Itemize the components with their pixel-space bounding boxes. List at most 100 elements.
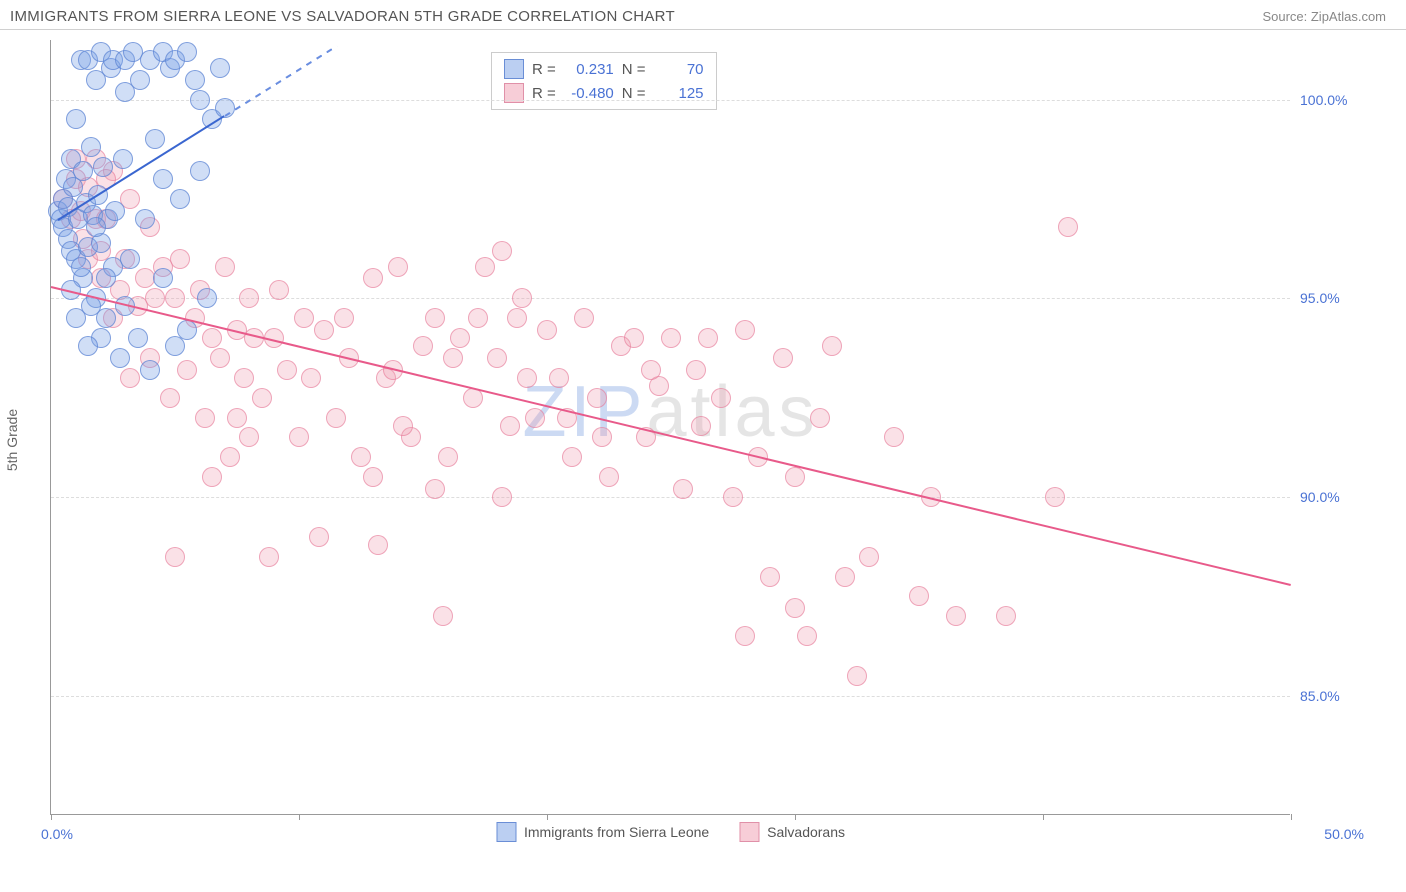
n-value-blue: 70 [654,61,704,78]
data-point [691,416,711,436]
data-point [512,288,532,308]
data-point [259,547,279,567]
data-point [177,360,197,380]
x-tick [51,814,52,820]
data-point [525,408,545,428]
r-label: R = [532,61,556,78]
data-point [120,249,140,269]
data-point [1045,487,1065,507]
data-point [96,268,116,288]
data-point [641,360,661,380]
data-point [93,157,113,177]
gridline [51,298,1290,299]
data-point [507,308,527,328]
data-point [185,70,205,90]
data-point [368,535,388,555]
data-point [686,360,706,380]
data-point [468,308,488,328]
data-point [723,487,743,507]
data-point [71,257,91,277]
data-point [760,567,780,587]
data-point [145,129,165,149]
data-point [735,320,755,340]
data-point [492,241,512,261]
data-point [239,288,259,308]
data-point [363,467,383,487]
legend-item-pink: Salvadorans [739,822,845,842]
data-point [215,257,235,277]
x-tick [547,814,548,820]
header-bar: IMMIGRANTS FROM SIERRA LEONE VS SALVADOR… [0,0,1406,30]
data-point [773,348,793,368]
data-point [120,368,140,388]
data-point [81,137,101,157]
chart-container: 5th Grade ZIPatlas R = 0.231 N = 70 R = … [0,30,1406,850]
data-point [202,467,222,487]
data-point [252,388,272,408]
data-point [443,348,463,368]
data-point [86,217,106,237]
data-point [153,268,173,288]
data-point [673,479,693,499]
data-point [487,348,507,368]
source-label: Source: ZipAtlas.com [1262,9,1386,24]
data-point [165,288,185,308]
data-point [135,209,155,229]
data-point [785,467,805,487]
data-point [475,257,495,277]
y-tick-label: 85.0% [1300,688,1360,704]
data-point [73,161,93,181]
y-tick-label: 95.0% [1300,290,1360,306]
data-point [326,408,346,428]
data-point [500,416,520,436]
data-point [433,606,453,626]
data-point [425,479,445,499]
chart-title: IMMIGRANTS FROM SIERRA LEONE VS SALVADOR… [10,8,675,25]
data-point [413,336,433,356]
swatch-blue [496,822,516,842]
data-point [202,328,222,348]
swatch-pink [739,822,759,842]
n-label: N = [622,61,646,78]
data-point [210,58,230,78]
data-point [110,348,130,368]
series-legend: Immigrants from Sierra Leone Salvadorans [496,822,845,842]
data-point [698,328,718,348]
data-point [785,598,805,618]
data-point [277,360,297,380]
gridline [51,497,1290,498]
data-point [153,169,173,189]
legend-row-pink: R = -0.480 N = 125 [504,81,704,105]
data-point [624,328,644,348]
legend-row-blue: R = 0.231 N = 70 [504,57,704,81]
data-point [946,606,966,626]
data-point [847,666,867,686]
data-point [113,149,133,169]
data-point [294,308,314,328]
data-point [227,408,247,428]
data-point [309,527,329,547]
data-point [351,447,371,467]
series-name-pink: Salvadorans [767,824,845,840]
data-point [363,268,383,288]
swatch-blue [504,59,524,79]
x-min-label: 0.0% [41,826,73,842]
y-tick-label: 90.0% [1300,489,1360,505]
y-axis-label: 5th Grade [4,409,20,471]
data-point [78,336,98,356]
data-point [599,467,619,487]
data-point [170,249,190,269]
data-point [425,308,445,328]
data-point [537,320,557,340]
data-point [587,388,607,408]
series-name-blue: Immigrants from Sierra Leone [524,824,709,840]
data-point [797,626,817,646]
x-tick [1043,814,1044,820]
data-point [195,408,215,428]
data-point [884,427,904,447]
data-point [661,328,681,348]
data-point [562,447,582,467]
data-point [450,328,470,348]
data-point [822,336,842,356]
data-point [592,427,612,447]
